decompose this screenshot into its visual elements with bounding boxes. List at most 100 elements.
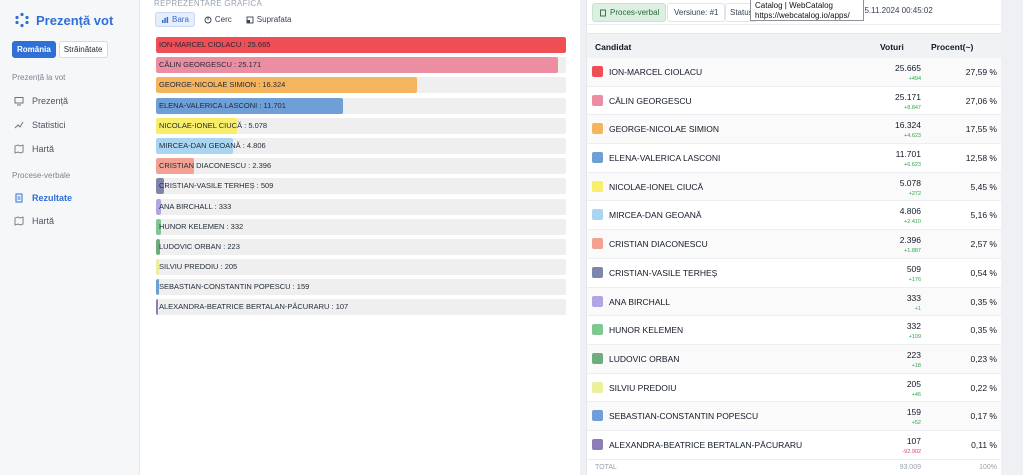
tab-bara[interactable]: Bara <box>155 12 195 27</box>
tab-romania[interactable]: România <box>12 41 56 58</box>
bar-row[interactable]: MIRCEA-DAN GEOANĂ : 4.806 <box>156 137 566 154</box>
bar-row[interactable]: CĂLIN GEORGESCU : 25.171 <box>156 57 566 74</box>
color-swatch <box>592 266 603 278</box>
vote-percent: 5,16 % <box>970 210 997 221</box>
bar <box>156 77 417 94</box>
vote-count: 4.806 <box>899 206 921 217</box>
sidebar: Prezență vot România Străinătate Prezenț… <box>0 0 140 475</box>
bar-row[interactable]: ANA BIRCHALL : 333 <box>156 198 566 215</box>
nav-item-harta-pv[interactable]: Hartă <box>14 216 54 226</box>
tab-strainatate[interactable]: Străinătate <box>58 41 108 58</box>
area-chart-icon <box>246 16 254 23</box>
bar-label: HUNOR KELEMEN : 332 <box>159 221 244 231</box>
bar-row[interactable]: ION-MARCEL CIOLACU : 25.665 <box>156 37 566 53</box>
vote-delta: +18 <box>911 362 921 369</box>
table-row[interactable]: LUDOVIC ORBAN 223 +18 0,23 % <box>587 344 1002 374</box>
bar-row[interactable]: CRISTIAN DIACONESCU : 2.396 <box>156 158 566 175</box>
nav-item-harta[interactable]: Hartă <box>14 144 54 154</box>
bar <box>156 137 233 154</box>
button-label: Proces-verbal <box>610 8 660 17</box>
bar-row[interactable]: CRISTIAN-VASILE TERHEȘ : 509 <box>156 178 566 195</box>
map-icon <box>14 144 24 154</box>
header-candidate[interactable]: Candidat <box>595 42 632 52</box>
map-icon <box>14 216 24 226</box>
bar-label: NICOLAE-IONEL CIUCĂ : 5.078 <box>159 120 268 130</box>
tab-cerc[interactable]: Cerc <box>198 12 237 27</box>
nav-label: Rezultate <box>32 193 73 203</box>
candidate-name: NICOLAE-IONEL CIUCĂ <box>609 181 704 192</box>
candidate-name: CRISTIAN DIACONESCU <box>609 239 708 250</box>
candidate-name: ELENA-VALERICA LASCONI <box>609 153 721 164</box>
vote-delta: +176 <box>908 276 921 283</box>
candidate-name: CĂLIN GEORGESCU <box>609 95 692 106</box>
table-row[interactable]: HUNOR KELEMEN 332 +109 0,35 % <box>587 316 1002 345</box>
table-row[interactable]: CRISTIAN DIACONESCU 2.396 +1.887 2,57 % <box>587 230 1002 259</box>
table-row[interactable]: ANA BIRCHALL 333 +1 0,35 % <box>587 287 1002 317</box>
document-icon <box>15 193 23 203</box>
vote-percent: 27,59 % <box>965 67 997 77</box>
nav-item-prezenta[interactable]: Prezență <box>14 96 68 106</box>
app-title: Prezență vot <box>36 12 114 28</box>
color-swatch <box>592 209 603 221</box>
toolbar: Proces-verbal Versiune: #1 Status 25.11.… <box>587 0 1002 25</box>
nav-item-rezultate[interactable]: Rezultate <box>14 193 72 203</box>
vote-count: 332 <box>906 321 921 332</box>
candidate-name: ANA BIRCHALL <box>609 296 670 307</box>
nav-item-statistici[interactable]: Statistici <box>14 120 66 130</box>
bar-row[interactable]: NICOLAE-IONEL CIUCĂ : 5.078 <box>156 117 566 134</box>
results-panel: Proces-verbal Versiune: #1 Status 25.11.… <box>586 0 1002 475</box>
bar-label: ELENA-VALERICA LASCONI : 11.701 <box>159 100 286 110</box>
bar-row[interactable]: GEORGE-NICOLAE SIMION : 16.324 <box>156 77 566 94</box>
nav-label: Statistici <box>32 120 66 130</box>
vote-percent: 2,57 % <box>970 239 997 250</box>
vote-delta: +494 <box>908 76 921 82</box>
candidate-name: ALEXANDRA-BEATRICE BERTALAN-PĂCURARU <box>609 439 803 450</box>
bar-row[interactable]: ALEXANDRA-BEATRICE BERTALAN-PĂCURARU : 1… <box>156 299 566 316</box>
nav-section-vote: Prezență la vot <box>12 73 66 82</box>
vote-count: 107 <box>906 435 921 446</box>
table-row[interactable]: NICOLAE-IONEL CIUCĂ 5.078 +272 5,45 % <box>587 172 1002 202</box>
table-row[interactable]: SEBASTIAN-CONSTANTIN POPESCU 159 +52 0,17 % <box>587 402 1002 431</box>
table-row[interactable]: ELENA-VALERICA LASCONI 11.701 +6.623 12,58 … <box>587 144 1002 173</box>
candidate-name: SILVIU PREDOIU <box>609 382 677 393</box>
vote-percent: 12,58 % <box>965 153 997 164</box>
pie-chart-icon <box>204 16 212 23</box>
chart-type-tabs: Bara Cerc Suprafata <box>155 12 297 27</box>
bar-row[interactable]: HUNOR KELEMEN : 332 <box>156 218 566 235</box>
timestamp: 25.11.2024 00:45:02 <box>860 6 933 15</box>
table-row[interactable]: MIRCEA-DAN GEOANĂ 4.806 +2.410 5,16 % <box>587 201 1002 231</box>
color-swatch <box>592 352 603 364</box>
vote-count: 2.396 <box>899 235 921 246</box>
bar-row[interactable]: ELENA-VALERICA LASCONI : 11.701 <box>156 97 566 114</box>
table-row[interactable]: GEORGE-NICOLAE SIMION 16.324 +4.623 17,55 % <box>587 115 1002 145</box>
proces-verbal-button[interactable]: Proces-verbal <box>592 3 667 22</box>
bar-label: SEBASTIAN-CONSTANTIN POPESCU : 159 <box>159 282 310 292</box>
table-row[interactable]: CRISTIAN-VASILE TERHEȘ 509 +176 0,54 % <box>587 259 1002 288</box>
table-row[interactable]: ION-MARCEL CIOLACU 25.665 +494 27,59 % <box>587 58 1002 87</box>
candidate-name: MIRCEA-DAN GEOANĂ <box>609 210 702 221</box>
brand[interactable]: Prezență vot <box>14 12 113 28</box>
vote-delta: +46 <box>911 391 921 398</box>
window-gutter <box>1001 0 1023 475</box>
vote-count: 223 <box>906 349 921 360</box>
tab-suprafata[interactable]: Suprafata <box>240 12 297 27</box>
table-row[interactable]: ALEXANDRA-BEATRICE BERTALAN-PĂCURARU 107 -… <box>587 431 1002 460</box>
color-swatch <box>592 381 603 393</box>
version-select[interactable]: Versiune: #1 <box>667 3 726 22</box>
table-row[interactable]: SILVIU PREDOIU 205 +46 0,22 % <box>587 374 1002 403</box>
vote-count: 333 <box>906 292 921 303</box>
total-votes: 93.009 <box>899 463 921 471</box>
bar-label: CĂLIN GEORGESCU : 25.171 <box>159 60 262 70</box>
bar <box>156 259 160 276</box>
vote-count: 509 <box>906 263 921 274</box>
nav-label: Hartă <box>32 216 55 226</box>
color-swatch <box>592 152 603 164</box>
table-row[interactable]: CĂLIN GEORGESCU 25.171 +8.847 27,06 % <box>587 87 1002 116</box>
header-percent[interactable]: Procent(~) <box>931 42 974 52</box>
bar-row[interactable]: SILVIU PREDOIU : 205 <box>156 259 566 276</box>
vote-percent: 0,17 % <box>970 411 997 422</box>
bar-row[interactable]: SEBASTIAN-CONSTANTIN POPESCU : 159 <box>156 279 566 296</box>
table-header: Candidat Voturi Procent(~) <box>587 33 1002 58</box>
bar-row[interactable]: LUDOVIC ORBAN : 223 <box>156 238 566 255</box>
header-votes[interactable]: Voturi <box>880 42 904 52</box>
